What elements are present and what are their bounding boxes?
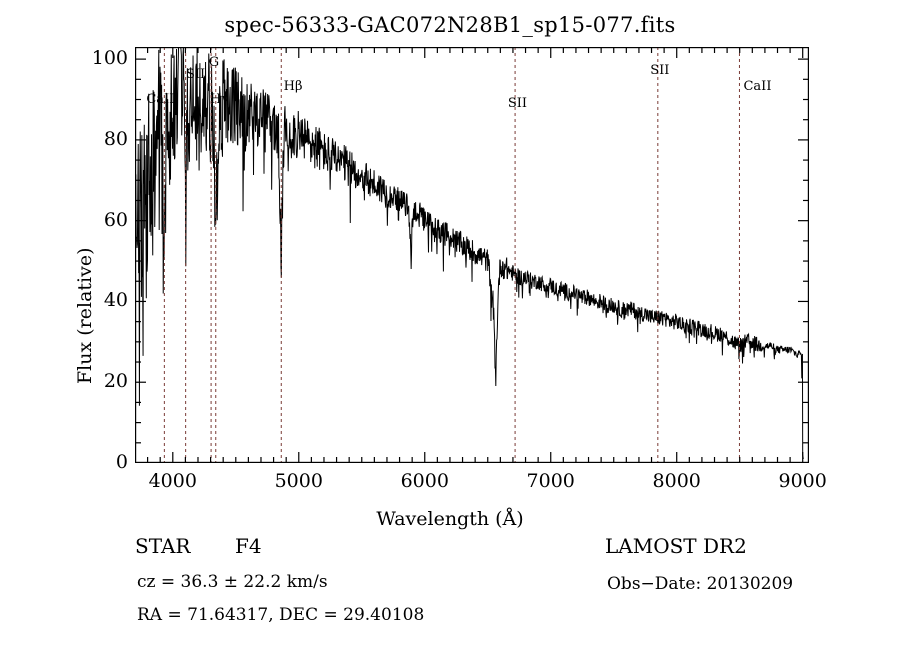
spectrum-plot [135,47,809,463]
observation-date: Obs−Date: 20130209 [607,574,794,594]
x-axis-tick-labels: 4000 5000 6000 7000 8000 9000 [0,470,900,500]
spectral-class: F4 [235,534,262,558]
plot-frame: CaII SII G Hγ Hβ SII SII CaII [135,47,809,463]
y-axis-title: Flux (relative) [74,247,96,385]
sky-coordinates: RA = 71.64317, DEC = 29.40108 [137,605,425,625]
y-tick-label: 40 [103,289,128,312]
spectral-line-label-caii-0: CaII [146,91,175,107]
x-tick-label: 9000 [778,470,827,492]
y-tick-label: 80 [103,127,128,150]
spectral-line-label-caii-7: CaII [743,79,772,95]
y-tick-label: 100 [91,47,128,70]
redshift-velocity: cz = 36.3 ± 22.2 km/s [137,572,328,592]
y-axis-title-wrap: Flux (relative) [52,122,96,385]
axis-frame [135,47,809,463]
spectral-line-label-hβ-4: Hβ [283,79,303,95]
y-tick-label: 60 [103,208,128,231]
y-tick-label: 0 [115,451,128,473]
x-tick-label: 6000 [400,470,449,492]
x-tick-label: 4000 [148,470,197,492]
y-axis-tick-labels: 0 20 40 60 80 100 [60,0,128,520]
page-title: spec-56333-GAC072N28B1_sp15-077.fits [224,13,676,37]
x-axis-title: Wavelength (Å) [376,508,524,530]
spectral-line-label-sii-6: SII [650,63,670,79]
spectral-line-label-sii-5: SII [507,95,528,111]
y-tick-label: 20 [103,370,128,393]
spectral-line-label-sii-1: SII [186,67,206,83]
x-tick-label: 8000 [652,470,701,492]
x-tick-label: 7000 [526,470,575,492]
spectrum-curve [135,47,804,460]
x-tick-label: 5000 [274,470,323,492]
survey-name: LAMOST DR2 [605,534,747,558]
spectral-line-label-hγ-3: Hγ [209,91,230,107]
spectral-line-label-g-2: G [208,55,220,71]
object-type: STAR [135,534,191,558]
